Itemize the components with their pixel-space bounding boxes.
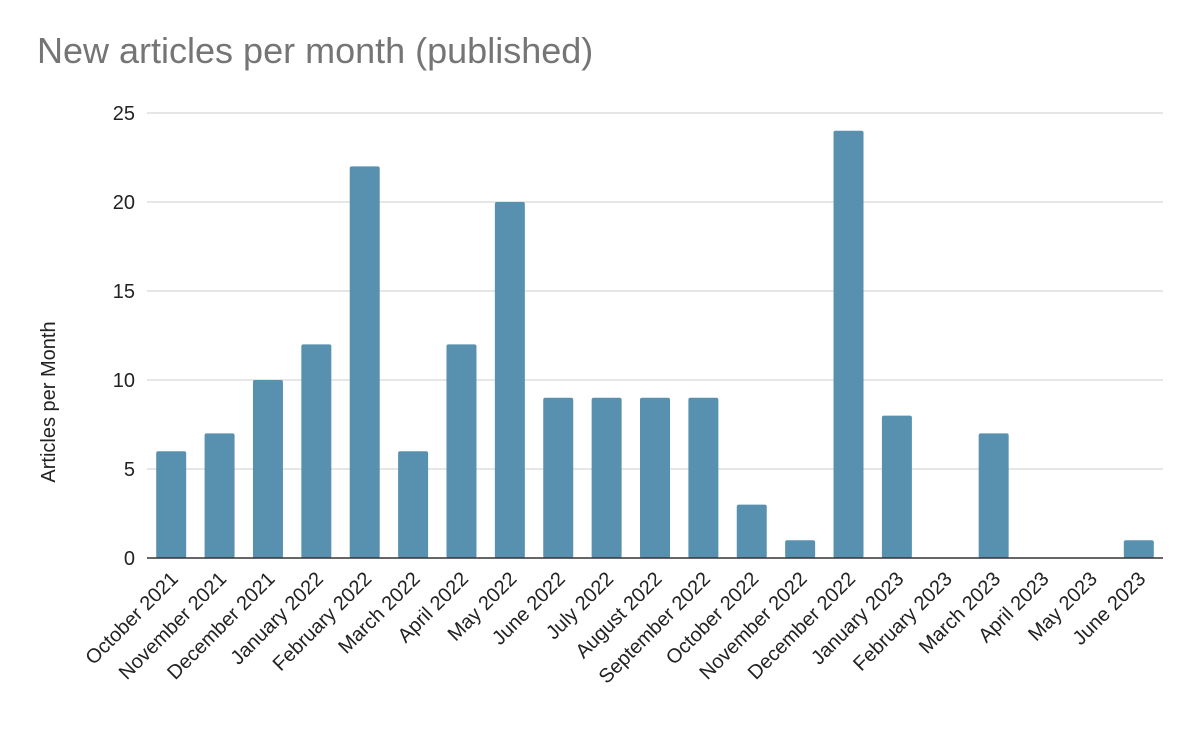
bar — [833, 130, 864, 559]
bar — [978, 433, 1009, 558]
y-tick-label: 0 — [124, 548, 135, 570]
bar — [252, 380, 283, 558]
y-tick-label: 10 — [113, 370, 135, 392]
bar — [591, 397, 622, 558]
bar — [301, 344, 332, 558]
bar — [785, 540, 816, 558]
bar — [494, 202, 525, 558]
y-tick-labels: 0 5 10 15 20 25 — [113, 103, 135, 570]
chart-title: New articles per month (published) — [37, 30, 594, 71]
y-tick-label: 25 — [113, 103, 135, 125]
bar — [640, 397, 670, 558]
bar — [204, 433, 235, 558]
bar — [1123, 540, 1154, 558]
y-axis-title: Articles per Month — [38, 321, 60, 482]
bar — [156, 451, 187, 558]
y-tick-label: 5 — [124, 459, 135, 481]
y-tick-label: 15 — [113, 281, 135, 303]
bar — [736, 504, 767, 558]
bar — [881, 415, 912, 558]
bar — [688, 397, 719, 558]
bar — [398, 451, 429, 558]
bars — [156, 130, 1154, 559]
bar — [543, 397, 574, 558]
y-tick-label: 20 — [113, 192, 135, 214]
bar — [446, 344, 477, 558]
bar — [349, 166, 380, 558]
